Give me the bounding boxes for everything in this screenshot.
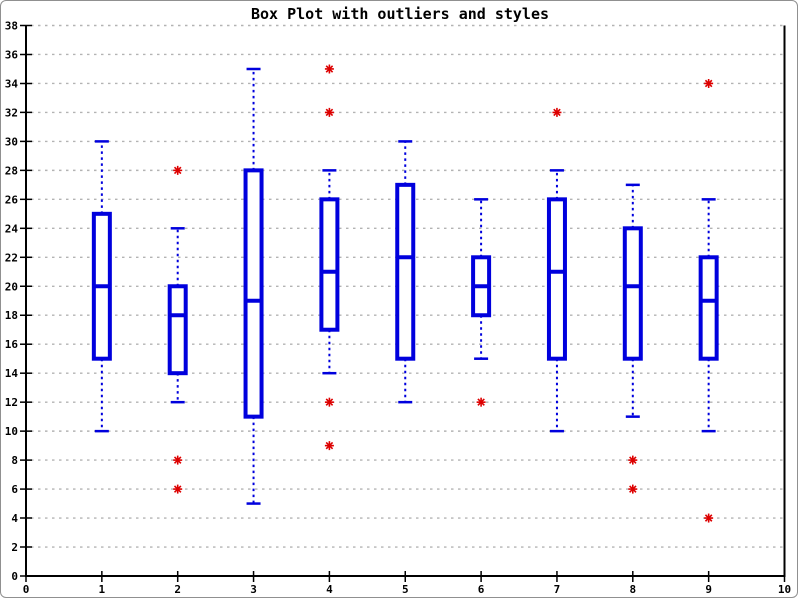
- y-tick-label: 20: [5, 280, 18, 293]
- y-tick-label: 6: [11, 483, 18, 496]
- y-tick-label: 10: [5, 425, 18, 438]
- outlier-asterisk-arm: [629, 485, 637, 493]
- y-tick-label: 38: [5, 20, 18, 33]
- x-tick-label: 8: [629, 583, 636, 596]
- outlier-asterisk-arm: [553, 108, 561, 117]
- x-tick-label: 3: [250, 583, 257, 596]
- y-tick-label: 8: [11, 454, 18, 467]
- y-tick-label: 30: [5, 135, 18, 148]
- x-tick-label: 9: [705, 583, 712, 596]
- x-tick-label: 1: [99, 583, 106, 596]
- outlier-point: [173, 484, 183, 494]
- outlier-point: [628, 484, 638, 494]
- box-body: [395, 182, 416, 361]
- outlier-asterisk-arm: [477, 398, 485, 406]
- outlier-asterisk-arm: [704, 514, 713, 522]
- box-body: [243, 168, 264, 419]
- chart-title: Box Plot with outliers and styles: [251, 5, 549, 23]
- x-tick-label: 7: [554, 583, 561, 596]
- outlier-point: [324, 397, 334, 407]
- y-tick-label: 32: [5, 106, 18, 119]
- outlier-asterisk-arm: [704, 79, 713, 88]
- y-tick-label: 34: [5, 77, 19, 90]
- y-tick-label: 26: [5, 193, 19, 206]
- y-tick-label: 18: [5, 309, 18, 322]
- y-tick-label: 14: [5, 367, 19, 380]
- outlier-point: [704, 513, 714, 523]
- outlier-point: [173, 455, 183, 465]
- x-tick-label: 2: [174, 583, 181, 596]
- x-tick-label: 5: [402, 583, 409, 596]
- outlier-point: [173, 165, 183, 175]
- outlier-point: [476, 397, 486, 407]
- outlier-asterisk-arm: [173, 485, 182, 493]
- outlier-asterisk-arm: [173, 166, 182, 175]
- outlier-asterisk-arm: [325, 398, 334, 406]
- y-tick-label: 12: [5, 396, 18, 409]
- y-tick-label: 36: [5, 48, 19, 61]
- outlier-asterisk-arm: [173, 456, 182, 464]
- outlier-point: [704, 78, 714, 88]
- box-body: [546, 197, 567, 361]
- x-tick-label: 6: [478, 583, 485, 596]
- outlier-point: [552, 107, 562, 117]
- outlier-asterisk-arm: [325, 65, 334, 73]
- y-tick-label: 0: [11, 570, 18, 583]
- box-body: [167, 284, 188, 376]
- outlier-asterisk-arm: [629, 456, 637, 464]
- y-tick-label: 22: [5, 251, 18, 264]
- x-tick-label: 4: [326, 583, 333, 596]
- box-body: [622, 226, 643, 361]
- box-body: [698, 255, 719, 361]
- y-tick-label: 28: [5, 164, 18, 177]
- y-tick-label: 16: [5, 338, 19, 351]
- box-body: [319, 197, 340, 332]
- outlier-point: [324, 64, 334, 74]
- outlier-point: [324, 107, 334, 117]
- outlier-asterisk-arm: [325, 108, 334, 117]
- outlier-point: [324, 441, 334, 451]
- y-tick-label: 4: [11, 512, 18, 525]
- x-tick-label: 10: [778, 583, 791, 596]
- outlier-point: [628, 455, 638, 465]
- y-tick-label: 2: [11, 541, 18, 554]
- x-tick-label: 0: [23, 583, 30, 596]
- outlier-asterisk-arm: [325, 441, 334, 450]
- y-tick-label: 24: [5, 222, 19, 235]
